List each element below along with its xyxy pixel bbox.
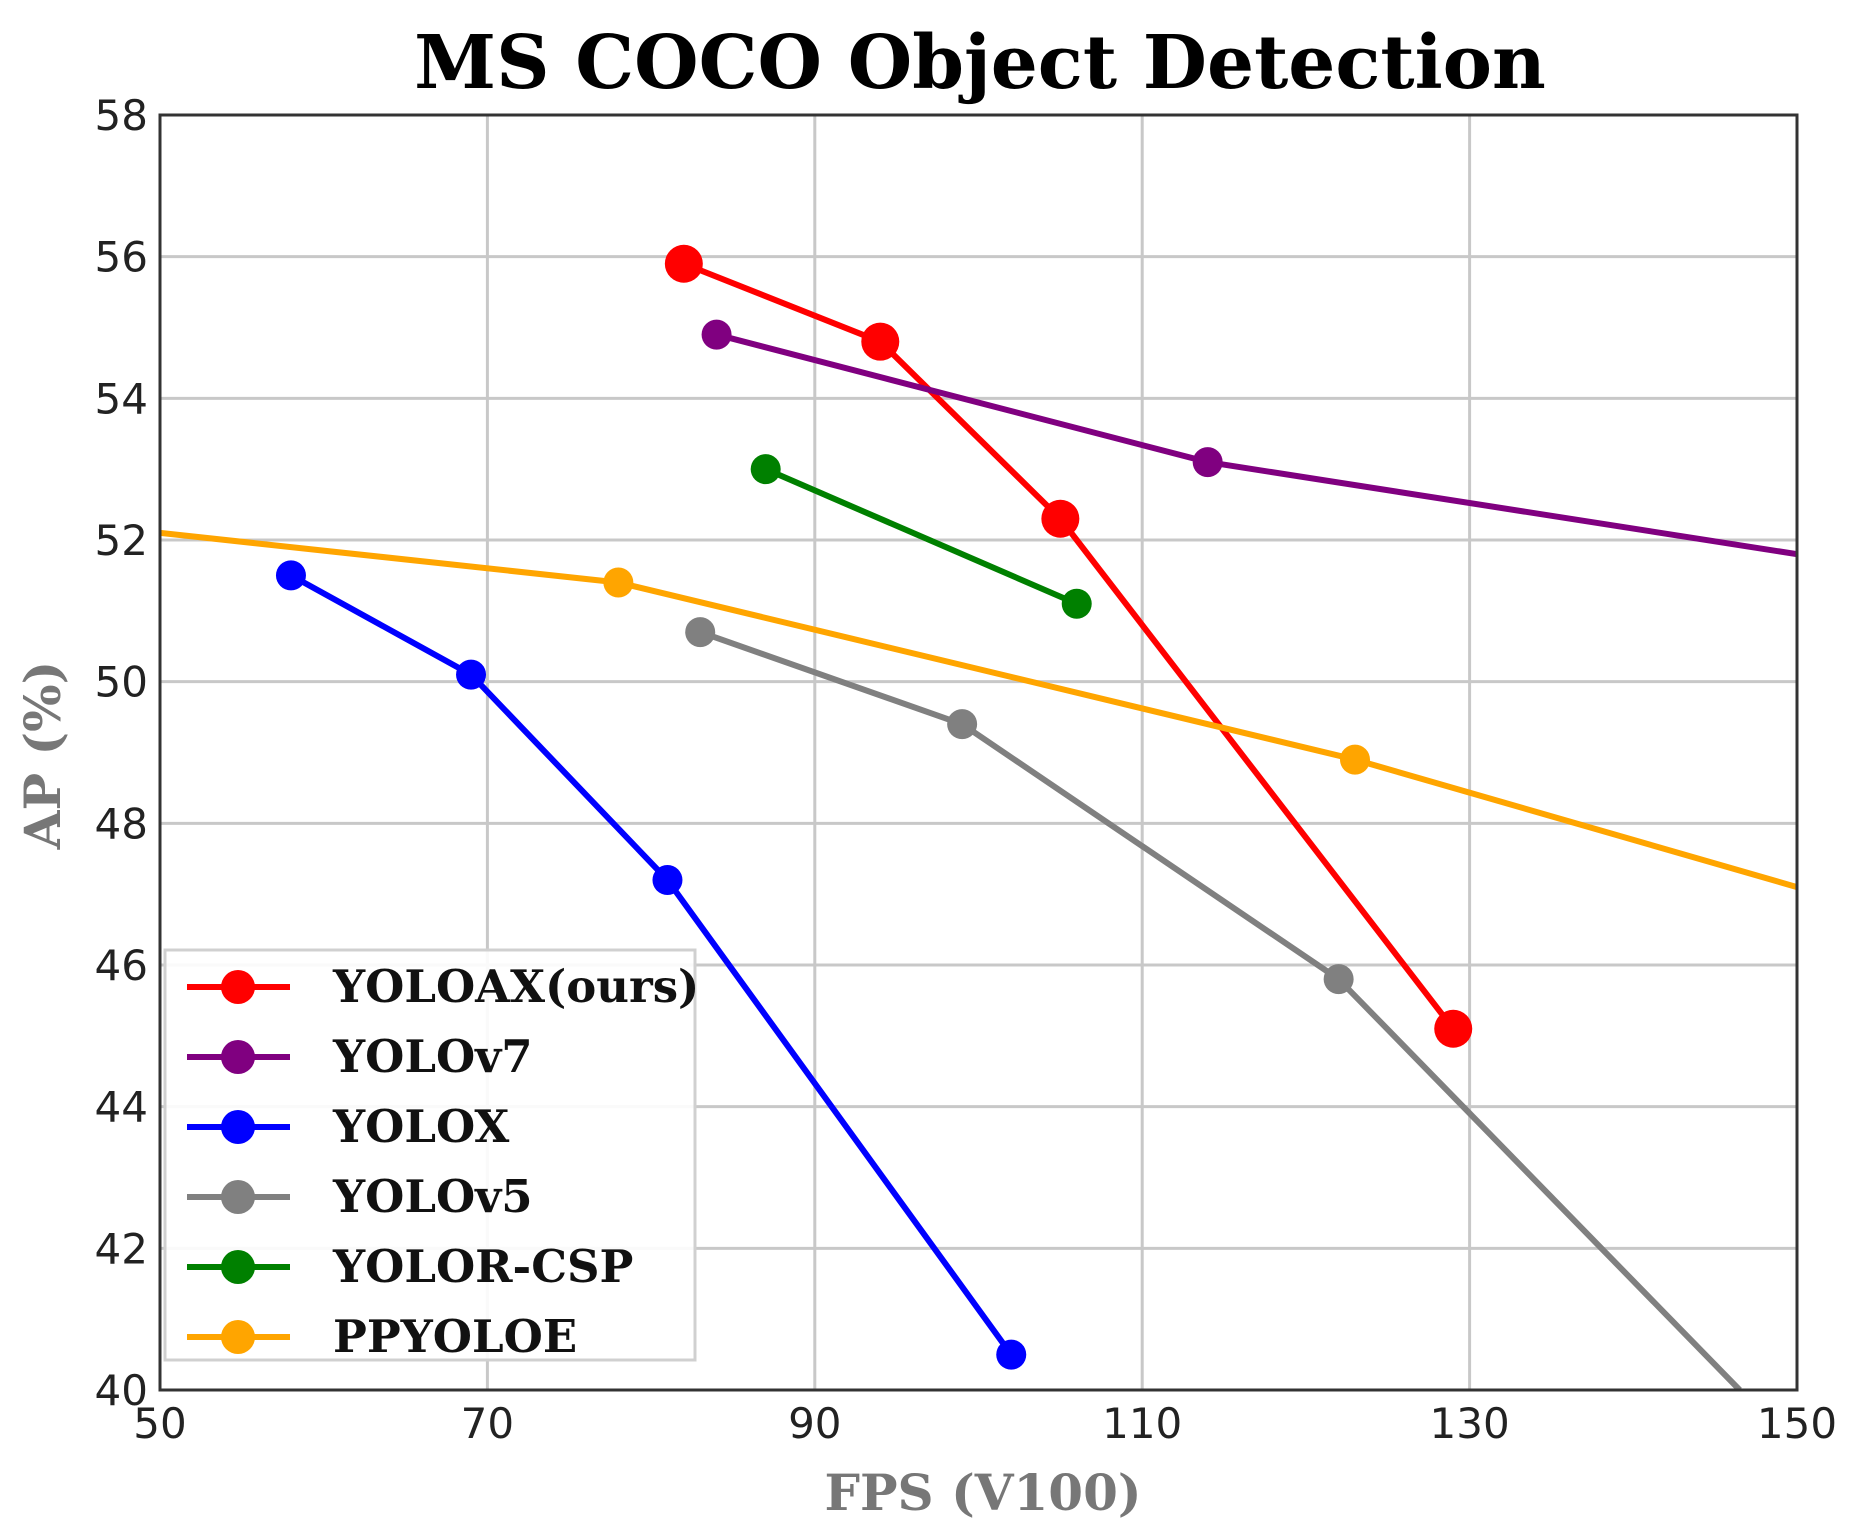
x-tick-label: 50 [133,1399,186,1448]
y-tick-label: 42 [95,1224,148,1273]
legend-entry: YOLOX [187,1100,509,1153]
data-point-yolor-csp [750,454,781,485]
y-axis-label: AP (%) [13,661,72,851]
x-tick-label: 70 [461,1399,514,1448]
data-point-yolox [996,1339,1027,1370]
x-tick-label: 110 [1102,1399,1182,1448]
x-tick-label: 90 [788,1399,841,1448]
series-line-yolor-csp [764,466,1078,607]
data-point-yoloax-ours [664,244,703,283]
y-tick-label: 44 [95,1083,148,1132]
y-tick-label: 52 [95,516,148,565]
y-tick-label: 50 [95,658,148,707]
series-line-yolox [289,572,1014,1357]
series-yolor-csp [750,454,1092,619]
data-point-yoloax-ours [1041,499,1080,538]
legend-entry: YOLOR-CSP [187,1240,633,1293]
x-tick-label: 130 [1430,1399,1510,1448]
data-point-ppyoloe [1340,744,1371,775]
legend-label: YOLOv5 [332,1170,533,1223]
y-tick-label: 56 [95,233,148,282]
legend-marker [221,1110,255,1144]
data-point-yolor-csp [1061,588,1092,619]
legend-label: YOLOR-CSP [332,1240,633,1293]
series-yolov7 [701,319,1797,558]
chart-title: MS COCO Object Detection [414,20,1546,106]
legend-marker [221,1320,255,1354]
data-point-yolox [652,865,683,895]
series-yolov5 [685,617,1742,1390]
y-tick-label: 54 [95,374,148,423]
legend-entry: YOLOv7 [187,1030,533,1083]
series-layer [160,244,1797,1390]
legend-marker [221,1040,255,1074]
y-tick-label: 48 [95,799,148,848]
data-point-yolox [456,659,487,690]
data-point-yolov5 [947,709,978,740]
y-tick-label: 58 [95,91,148,140]
y-tick-label: 46 [95,941,148,990]
legend-entry: YOLOv5 [187,1170,533,1223]
legend-label: YOLOv7 [332,1030,533,1083]
y-tick-label: 40 [95,1366,148,1415]
tick-labels: 50 70 90 110 130 150 40 42 44 46 48 50 52 54 56 58 [95,91,1838,1448]
data-point-ppyoloe [603,567,634,598]
plot-frame [158,113,1799,1392]
legend-entry: YOLOAX(ours) [187,960,699,1013]
data-point-yolov5 [1323,964,1354,995]
series-line-yoloax-ours [682,260,1456,1031]
data-point-yoloax-ours [861,322,900,361]
series-ppyoloe [160,529,1797,890]
legend: YOLOAX(ours) YOLOv7 YOLOX YOLOv5 YOLOR-CSP PP… [163,948,699,1363]
data-point-yolox [275,560,306,591]
data-point-yolov7 [1192,447,1223,478]
series-line-ppyoloe [160,529,1797,890]
series-line-yolov5 [699,629,1742,1390]
legend-marker [221,1250,255,1284]
data-point-yolov5 [685,617,716,648]
series-yolox [275,560,1027,1370]
data-point-yoloax-ours [1434,1009,1473,1048]
plot-area [160,244,1797,1390]
legend-box [163,948,697,1362]
data-point-yolov7 [701,319,732,350]
legend-label: YOLOX [332,1100,509,1153]
x-tick-label: 150 [1757,1399,1837,1448]
series-yoloax-ours [664,244,1473,1048]
legend-label: YOLOAX(ours) [332,960,699,1013]
legend-marker [221,970,255,1004]
legend-marker [221,1180,255,1214]
x-axis-label: FPS (V100) [824,1463,1141,1522]
legend-entry: PPYOLOE [187,1310,577,1363]
legend-label: PPYOLOE [333,1310,577,1363]
